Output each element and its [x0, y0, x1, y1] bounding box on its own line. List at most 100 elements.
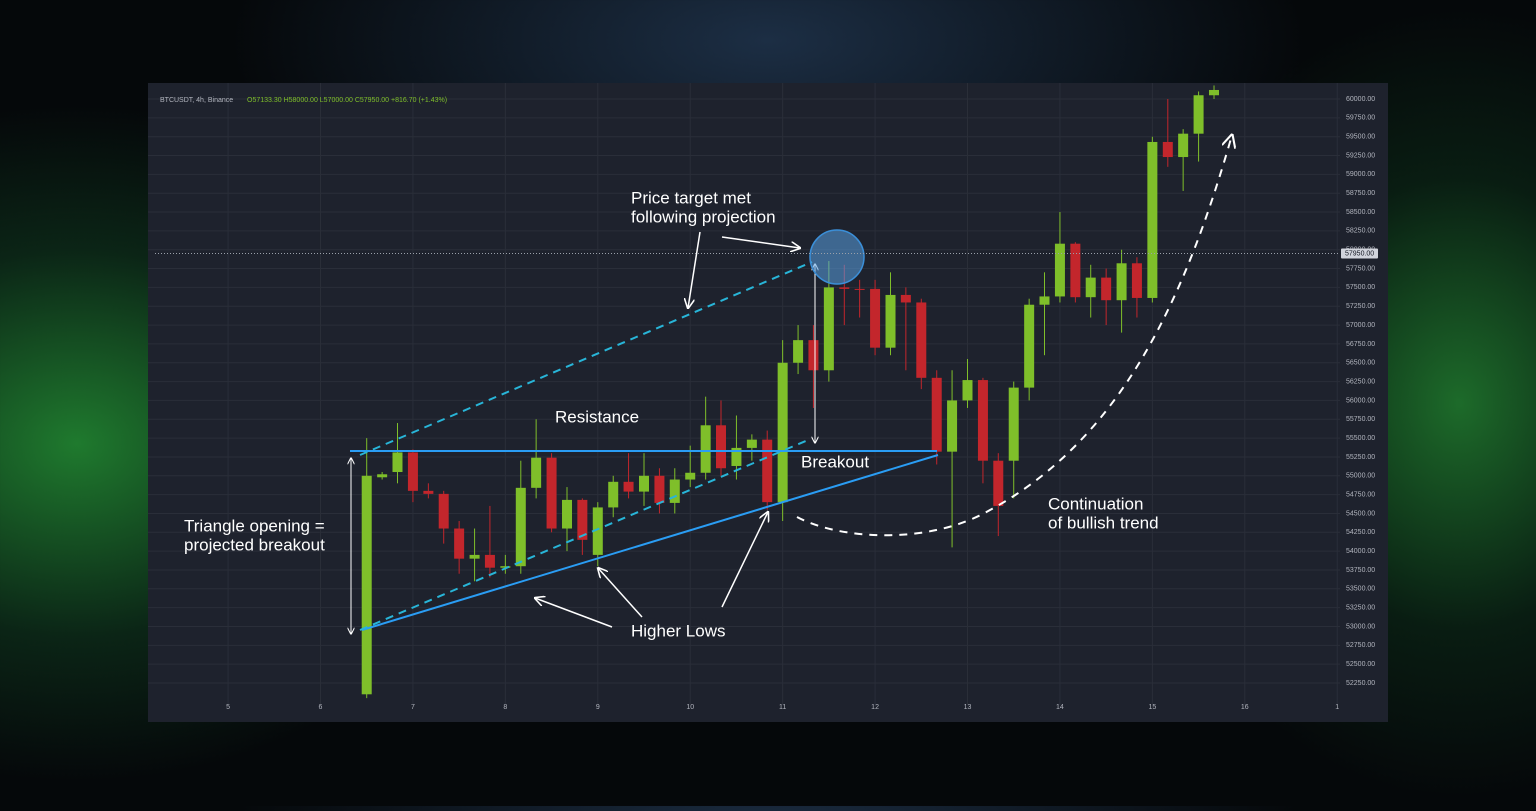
ohlc: O57133.30 H58000.00 L57000.00 C57950.00 …: [247, 97, 447, 104]
candle-body: [746, 439, 757, 448]
candle-body: [1131, 263, 1142, 298]
y-tick-label: 53500.00: [1346, 586, 1375, 593]
candle-body: [962, 380, 973, 401]
y-tick-label: 57000.00: [1346, 322, 1375, 329]
candle-body: [870, 288, 881, 348]
y-tick-label: 53750.00: [1346, 567, 1375, 574]
candle-body: [1147, 141, 1158, 298]
candle-body: [823, 287, 834, 371]
annotation: Higher Lows: [631, 621, 726, 640]
annotation: projected breakout: [184, 535, 325, 554]
candle-body: [947, 400, 958, 452]
y-tick-label: 55500.00: [1346, 435, 1375, 442]
y-tick-label: 56000.00: [1346, 397, 1375, 404]
y-tick-label: 56750.00: [1346, 341, 1375, 348]
y-tick-label: 52250.00: [1346, 680, 1375, 687]
x-tick-label: 15: [1148, 704, 1156, 711]
y-tick-label: 52750.00: [1346, 642, 1375, 649]
y-tick-label: 58750.00: [1346, 190, 1375, 197]
x-tick-label: 14: [1056, 704, 1064, 711]
candle-body: [562, 499, 573, 529]
candle-body: [793, 340, 804, 363]
y-tick-label: 54000.00: [1346, 548, 1375, 555]
candle-body: [623, 481, 634, 492]
candle-body: [1162, 141, 1173, 158]
candle-body: [1085, 277, 1096, 298]
candle-body: [361, 475, 372, 695]
candle-body: [977, 380, 988, 461]
candle-body: [469, 554, 480, 559]
annotation: Breakout: [801, 452, 869, 471]
y-tick-label: 56500.00: [1346, 360, 1375, 367]
candle-body: [777, 362, 788, 503]
y-tick-label: 52500.00: [1346, 661, 1375, 668]
x-tick-label: 12: [871, 704, 879, 711]
candle-body: [1101, 277, 1112, 301]
candle-body: [762, 439, 773, 503]
last-price-tag: [1341, 248, 1378, 259]
annotation: Price target met: [631, 188, 751, 207]
candle-body: [546, 457, 557, 529]
candle-body: [438, 493, 449, 529]
y-tick-label: 57500.00: [1346, 284, 1375, 291]
x-tick-label: 13: [964, 704, 972, 711]
candle-body: [1008, 387, 1019, 461]
y-tick-label: 59000.00: [1346, 171, 1375, 178]
candle-body: [1024, 304, 1035, 388]
candle-body: [377, 474, 388, 478]
candle-body: [1193, 95, 1204, 134]
drawings: [350, 135, 1232, 634]
candle-body: [1209, 89, 1220, 96]
y-tick-label: 59250.00: [1346, 152, 1375, 159]
annotation: of bullish trend: [1048, 513, 1159, 532]
candle-body: [669, 479, 680, 503]
candle-body: [885, 294, 896, 348]
y-tick-label: 53250.00: [1346, 604, 1375, 611]
y-tick-label: 54750.00: [1346, 491, 1375, 498]
support-line: [361, 454, 939, 631]
arrow: [688, 231, 701, 308]
candle-body: [715, 425, 726, 469]
candle-body: [839, 287, 850, 289]
y-tick-label: 57750.00: [1346, 265, 1375, 272]
candle-body: [1116, 263, 1127, 301]
candle-body: [854, 288, 865, 290]
candle-body: [916, 302, 927, 378]
chart-panel: [148, 83, 1388, 722]
x-tick-label: 16: [1241, 704, 1249, 711]
candle-body: [592, 507, 603, 555]
candle-body: [577, 499, 588, 540]
candle-body: [685, 472, 696, 480]
y-tick-label: 55000.00: [1346, 473, 1375, 480]
symbol: BTCUSDT, 4h, Binance: [160, 97, 233, 104]
y-tick-label: 58250.00: [1346, 228, 1375, 235]
annotation: Triangle opening =: [184, 516, 325, 535]
y-tick-label: 53000.00: [1346, 623, 1375, 630]
trend-curve: [796, 135, 1232, 537]
y-tick-label: 58500.00: [1346, 209, 1375, 216]
y-tick-label: 59750.00: [1346, 115, 1375, 122]
annotation: Continuation: [1048, 494, 1143, 513]
annotation: following projection: [631, 207, 776, 226]
candle-body: [1039, 296, 1050, 305]
candle-body: [1054, 243, 1065, 297]
candle-body: [993, 460, 1004, 506]
candle-body: [392, 452, 403, 473]
candle-body: [500, 566, 511, 568]
candle-body: [654, 475, 665, 503]
x-tick-label: 8: [503, 704, 507, 711]
y-tick-label: 54250.00: [1346, 529, 1375, 536]
candle-body: [531, 457, 542, 488]
candle-body: [608, 481, 619, 508]
y-tick-label: 55250.00: [1346, 454, 1375, 461]
y-tick-label: 60000.00: [1346, 96, 1375, 103]
projection-upper: [359, 261, 813, 456]
candle-body: [731, 447, 742, 466]
candle-body: [1070, 243, 1081, 298]
candles: [361, 85, 1220, 699]
x-tick-label: 11: [779, 704, 786, 711]
x-tick-label: 1: [1335, 704, 1339, 711]
y-tick-label: 56250.00: [1346, 378, 1375, 385]
candle-body: [900, 294, 911, 303]
